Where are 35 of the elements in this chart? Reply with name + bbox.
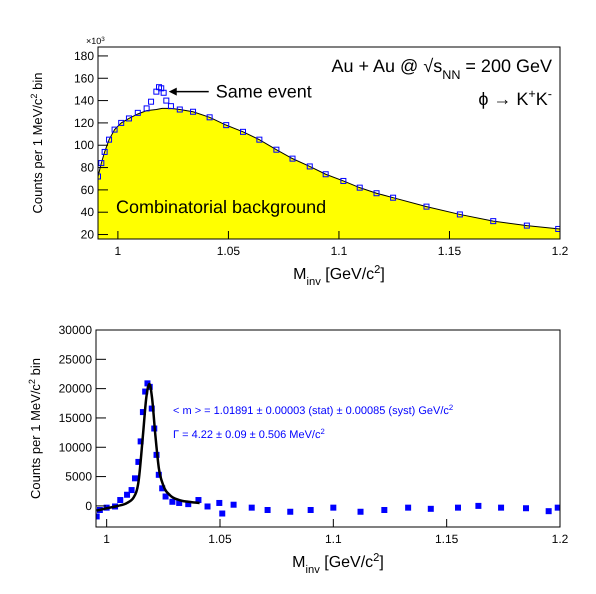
y-tick-label: 0 <box>85 498 92 513</box>
y-tick-label: 20 <box>80 228 94 242</box>
x-tick-label: 1.15 <box>438 244 462 258</box>
x-tick-label: 1.05 <box>216 244 240 258</box>
x-tick-label: 1 <box>114 244 122 258</box>
x-axis-title: M$_{inv}$ [GeV/c$^{2}$] <box>293 264 385 288</box>
x-tick-label: 1.2 <box>552 532 569 546</box>
series-label: Combinatorial background <box>116 197 326 217</box>
y-tick-label: 15000 <box>58 410 92 425</box>
x-tick-label: 1.05 <box>208 532 232 546</box>
y-tick-label: 10000 <box>58 440 92 454</box>
y-tick-label: 40 <box>80 205 94 220</box>
x-axis-title: M$_{inv}$ [GeV/c$^{2}$] <box>292 552 384 576</box>
annotation: ϕ → K$^{+}$K$^{-}$ <box>478 87 552 109</box>
annotation: < m > = 1.01891 ± 0.00003 (stat) ± 0.00085 (syst) GeV/c$^{2}$ <box>173 402 454 417</box>
y-tick-label: 160 <box>74 71 94 86</box>
y-tick-label: 80 <box>80 160 94 175</box>
y-tick-label: 25000 <box>58 352 92 366</box>
y-tick-label: 180 <box>74 48 94 63</box>
y-tick-label: 30000 <box>58 323 92 337</box>
y-tick-label: 100 <box>74 138 94 152</box>
y-tick-label: 120 <box>74 116 94 130</box>
x-tick-label: 1.2 <box>552 244 569 258</box>
annotation: Same event <box>216 82 312 102</box>
text: ×10$^{3}$ <box>86 36 106 46</box>
annotation: Γ = 4.22 ± 0.09 ± 0.506 MeV/c$^{2}$ <box>173 426 325 441</box>
y-tick-label: 140 <box>74 94 94 108</box>
y-tick-label: 60 <box>80 182 94 197</box>
x-tick-label: 1.1 <box>324 532 342 546</box>
x-tick-label: 1.15 <box>434 532 459 546</box>
annotation: Au + Au @ √s$_{NN}$ = 200 GeV <box>332 56 552 82</box>
x-tick-label: 1 <box>103 532 110 546</box>
x-tick-label: 1.1 <box>330 244 348 258</box>
y-tick-label: 20000 <box>58 382 92 396</box>
y-tick-label: 5000 <box>65 470 92 484</box>
